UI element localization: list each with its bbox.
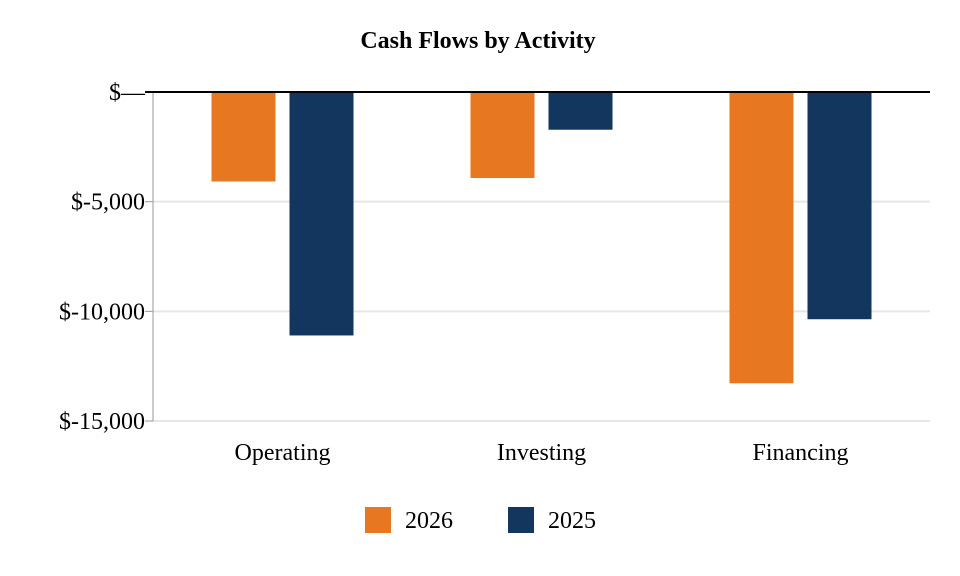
y-tick-labels: $— $-5,000 $-10,000 $-15,000 bbox=[59, 80, 146, 435]
legend-swatch-2026 bbox=[365, 507, 391, 533]
y-tick-label: $-5,000 bbox=[71, 190, 145, 216]
x-category-label: Financing bbox=[753, 440, 849, 466]
bar-2025-financing bbox=[807, 92, 872, 320]
bar-2026-investing bbox=[470, 92, 535, 178]
x-category-label: Investing bbox=[497, 440, 586, 466]
grid-layer bbox=[153, 200, 930, 422]
x-category-label: Operating bbox=[235, 440, 331, 466]
legend-swatch-2025 bbox=[508, 507, 534, 533]
y-tick-label: $— bbox=[109, 80, 146, 106]
legend-label-2026: 2026 bbox=[405, 508, 453, 534]
bar-2025-investing bbox=[548, 92, 613, 130]
x-category-labels: Operating Investing Financing bbox=[235, 440, 849, 466]
legend: 2026 2025 bbox=[365, 507, 596, 534]
legend-label-2025: 2025 bbox=[548, 508, 596, 534]
bars-layer bbox=[211, 92, 872, 384]
bar-2025-operating bbox=[289, 92, 354, 336]
y-tick-label: $-10,000 bbox=[59, 299, 145, 325]
bar-2026-financing bbox=[729, 92, 794, 384]
axis-layer bbox=[145, 91, 930, 422]
chart-title: Cash Flows by Activity bbox=[360, 28, 595, 54]
y-tick-label: $-15,000 bbox=[59, 409, 145, 435]
bar-2026-operating bbox=[211, 92, 276, 182]
